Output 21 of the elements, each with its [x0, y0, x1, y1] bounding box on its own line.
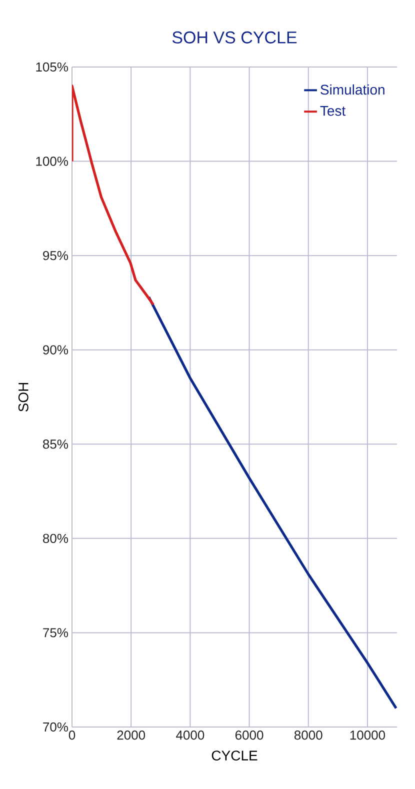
x-tick-label: 0	[68, 730, 76, 740]
line-series	[148, 296, 397, 710]
x-tick-label: 4000	[176, 730, 204, 740]
chart-title: SOH VS CYCLE	[172, 31, 297, 44]
y-tick-label: 70%	[43, 722, 68, 732]
y-tick-label: 90%	[43, 345, 68, 354]
legend-label: Simulation	[320, 84, 384, 95]
x-axis-title: CYCLE	[212, 750, 258, 761]
line-series	[72, 84, 155, 306]
x-tick-label: 10000	[350, 730, 386, 740]
y-tick-label: 75%	[43, 628, 68, 638]
y-tick-label: 105%	[36, 62, 68, 72]
x-tick-label: 2000	[117, 730, 146, 740]
y-tick-label: 100%	[36, 156, 68, 166]
x-tick-label: 8000	[294, 730, 322, 740]
x-tick-label: 6000	[235, 730, 264, 740]
y-tick-label: 95%	[43, 250, 68, 260]
y-axis-title: SOH	[18, 382, 28, 412]
legend-label: Test	[320, 106, 346, 116]
y-tick-label: 80%	[43, 534, 68, 544]
y-tick-label: 85%	[43, 440, 68, 449]
